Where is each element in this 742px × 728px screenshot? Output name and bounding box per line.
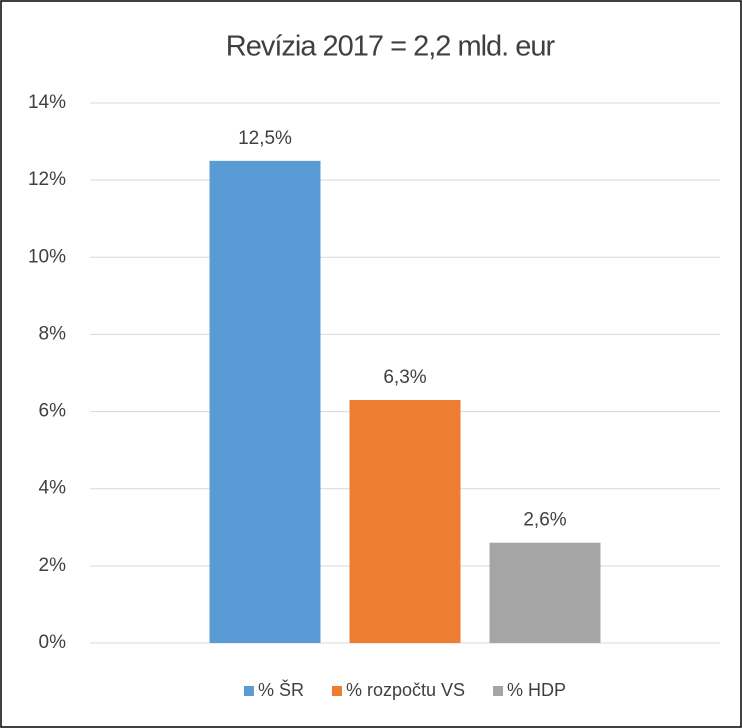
y-tick-label: 2% xyxy=(39,555,67,576)
legend-swatch xyxy=(493,686,504,696)
bar xyxy=(209,160,321,643)
y-tick-label: 12% xyxy=(28,169,66,190)
y-tick-label: 8% xyxy=(39,323,67,344)
y-tick-label: 10% xyxy=(28,246,66,267)
y-tick-label: 0% xyxy=(39,632,67,653)
data-label: 2,6% xyxy=(523,510,566,531)
data-label: 12,5% xyxy=(238,128,292,149)
y-tick-label: 14% xyxy=(28,92,66,113)
chart-title: Revízia 2017 = 2,2 mld. eur xyxy=(226,31,556,63)
data-label: 6,3% xyxy=(383,367,426,388)
y-tick-label: 6% xyxy=(39,401,67,422)
y-tick-label: 4% xyxy=(39,478,67,499)
legend-label: % HDP xyxy=(507,680,566,700)
legend-label: % rozpočtu VS xyxy=(346,680,465,700)
bar xyxy=(489,542,601,643)
bar xyxy=(349,400,461,643)
legend-label: % ŠR xyxy=(258,679,304,700)
legend-swatch xyxy=(331,686,342,696)
legend-swatch xyxy=(243,686,254,696)
